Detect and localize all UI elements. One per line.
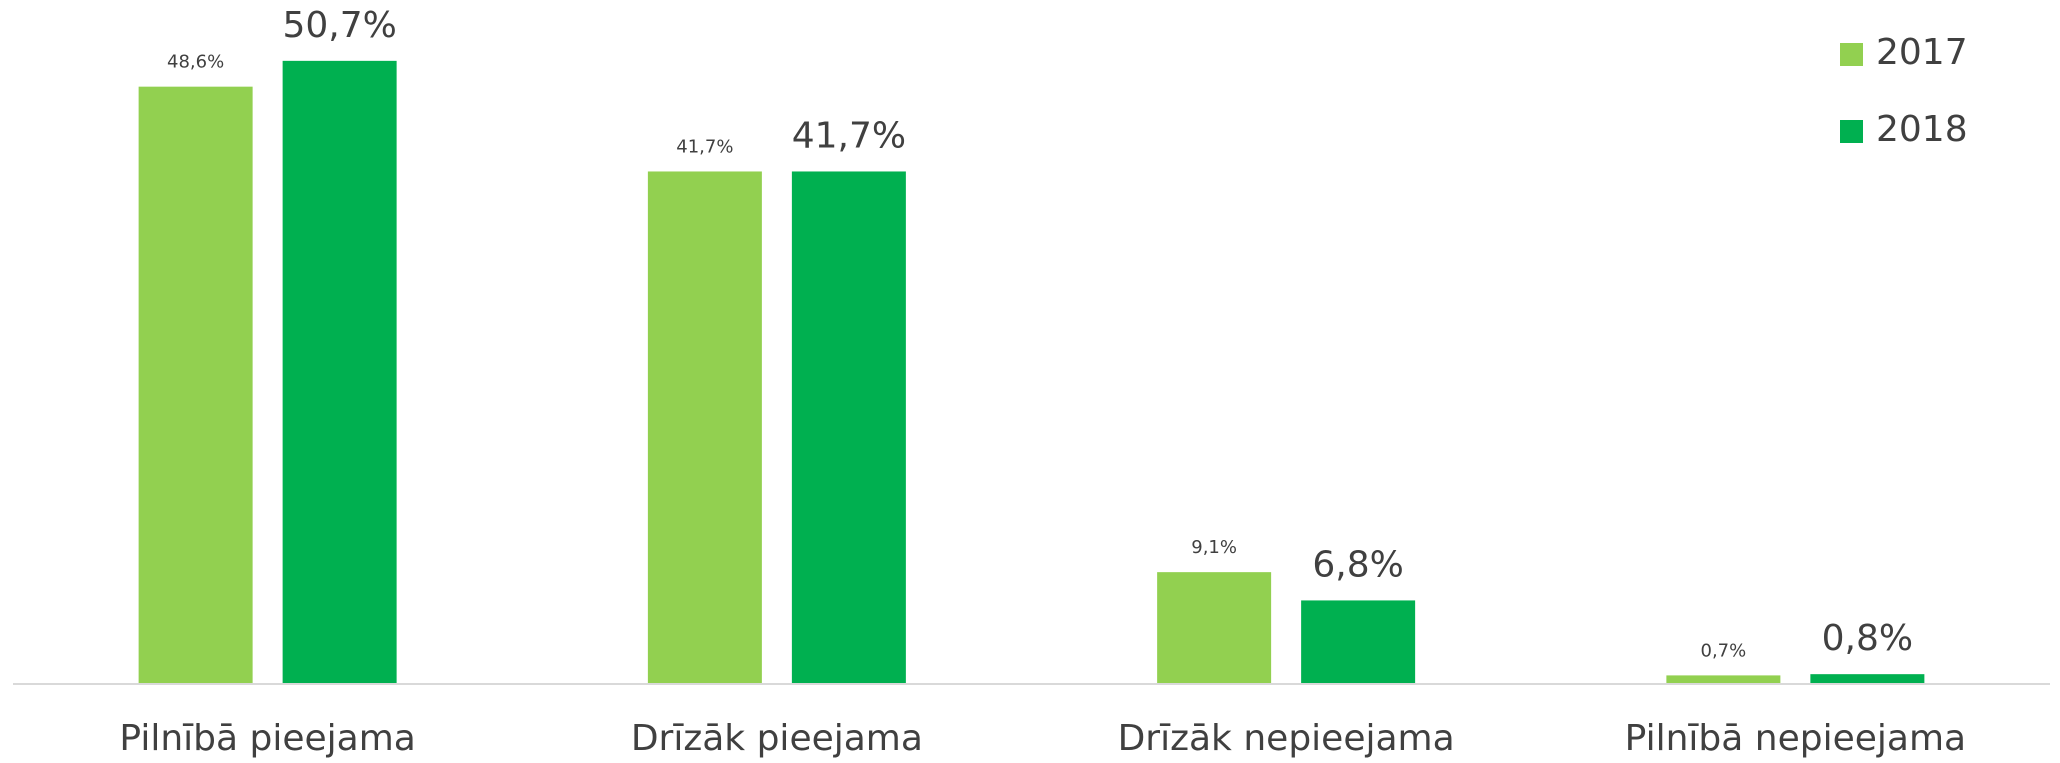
value-label: 41,7%: [676, 136, 733, 157]
x-tick-label: Pilnībā pieejama: [119, 718, 415, 759]
legend-swatch: [1840, 120, 1863, 143]
value-label: 41,7%: [792, 115, 906, 156]
bar: [1666, 675, 1781, 684]
legend-label: 2017: [1876, 32, 1968, 73]
x-tick-label: Drīzāk pieejama: [631, 718, 923, 759]
value-label: 9,1%: [1191, 537, 1237, 558]
bar: [1157, 572, 1272, 684]
legend-swatch: [1840, 43, 1863, 66]
bar: [647, 171, 762, 684]
value-label: 48,6%: [167, 52, 224, 73]
value-label: 6,8%: [1312, 544, 1403, 585]
bar: [1301, 600, 1416, 684]
bar: [791, 171, 906, 684]
legend-label: 2018: [1876, 109, 1968, 150]
x-tick-label: Pilnībā nepieejama: [1625, 718, 1966, 759]
bar: [282, 60, 397, 685]
value-label: 0,8%: [1822, 618, 1913, 659]
value-label: 0,7%: [1701, 640, 1747, 661]
bar: [138, 86, 253, 685]
value-label: 50,7%: [282, 5, 396, 46]
x-tick-label: Drīzāk nepieejama: [1118, 718, 1455, 759]
bar: [1810, 674, 1925, 684]
